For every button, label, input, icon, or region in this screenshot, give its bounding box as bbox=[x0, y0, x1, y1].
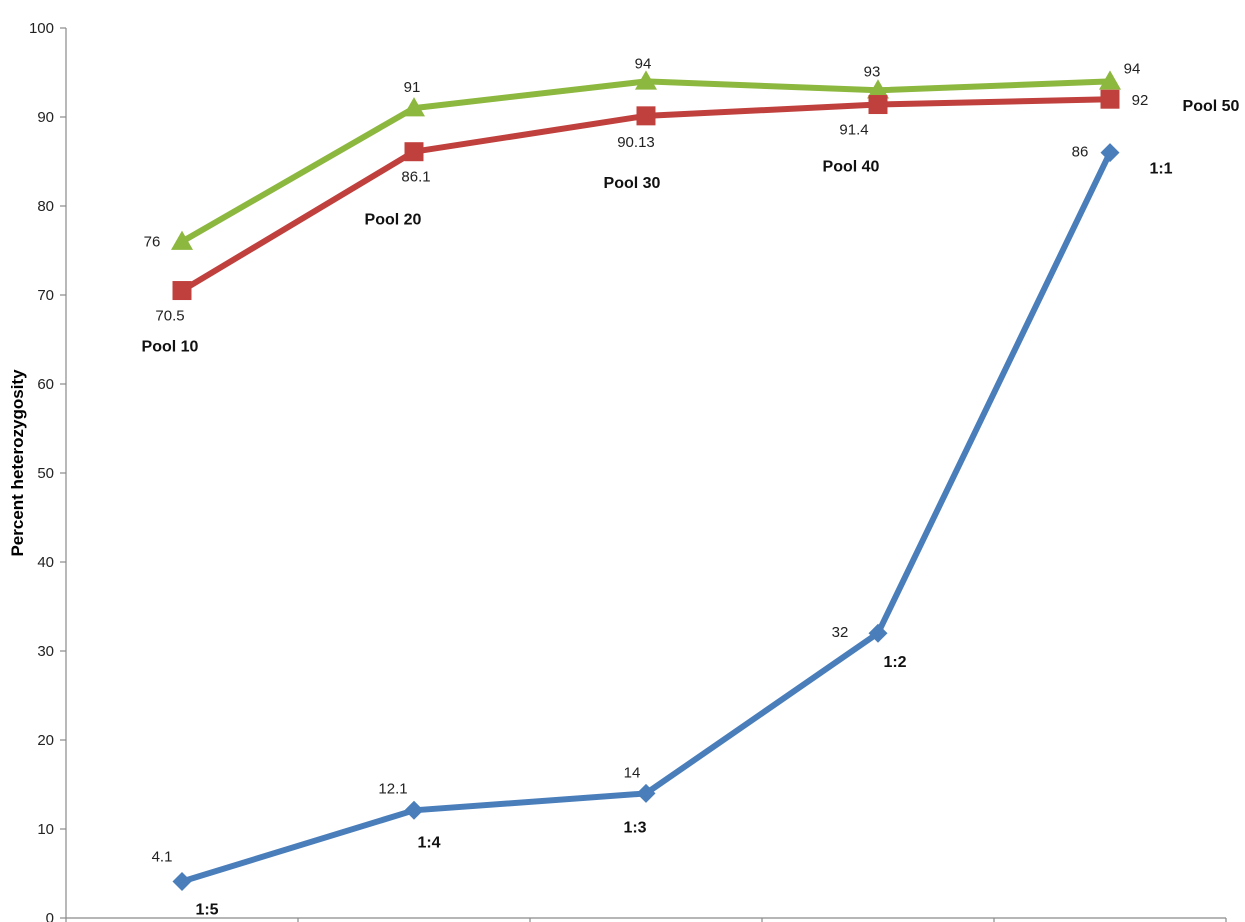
category-label: 1:4 bbox=[417, 834, 440, 851]
data-label: 92 bbox=[1132, 92, 1149, 109]
diamond-marker bbox=[172, 872, 192, 892]
square-marker bbox=[636, 106, 656, 126]
category-label: 1:2 bbox=[883, 654, 906, 671]
category-label: Pool 10 bbox=[142, 339, 199, 356]
series-square bbox=[172, 89, 1120, 301]
square-marker bbox=[172, 281, 192, 301]
data-label: 76 bbox=[144, 234, 161, 251]
square-marker bbox=[404, 142, 424, 162]
y-tick-label: 40 bbox=[37, 554, 54, 571]
y-axis-title: Percent heterozygosity bbox=[8, 369, 27, 557]
series-layer bbox=[171, 70, 1121, 892]
data-label: 94 bbox=[635, 55, 652, 72]
series-line bbox=[179, 96, 1113, 294]
data-label: 91.4 bbox=[839, 122, 868, 139]
triangle-marker bbox=[403, 97, 425, 117]
category-label: Pool 30 bbox=[604, 175, 661, 192]
category-label: Pool 40 bbox=[823, 159, 880, 176]
category-label: Pool 50 bbox=[1183, 98, 1240, 115]
diamond-marker bbox=[636, 783, 656, 803]
y-tick-label: 0 bbox=[46, 910, 54, 922]
triangle-marker bbox=[635, 70, 657, 90]
y-tick-label: 80 bbox=[37, 198, 54, 215]
square-marker bbox=[868, 95, 888, 115]
y-tick-label: 90 bbox=[37, 109, 54, 126]
series-line bbox=[179, 78, 1113, 245]
triangle-marker bbox=[171, 230, 193, 250]
y-tick-label: 20 bbox=[37, 732, 54, 749]
series-diamond bbox=[172, 143, 1120, 892]
data-label: 12.1 bbox=[378, 780, 407, 797]
category-label: 1:1 bbox=[1149, 161, 1172, 178]
series-line bbox=[179, 149, 1113, 885]
y-tick-label: 70 bbox=[37, 287, 54, 304]
data-label: 86 bbox=[1072, 144, 1089, 161]
data-label: 94 bbox=[1124, 60, 1141, 77]
y-tick-label: 10 bbox=[37, 821, 54, 838]
labels-layer: 76 91 94 93 94 70.5 Pool 10 86.1 Pool 20 90.13 Poo… bbox=[142, 55, 1240, 918]
y-tick-label: 30 bbox=[37, 643, 54, 660]
triangle-marker bbox=[867, 79, 889, 99]
diamond-marker bbox=[868, 623, 888, 643]
diamond-marker bbox=[1100, 143, 1120, 163]
category-label: 1:5 bbox=[195, 902, 218, 919]
category-label: 1:3 bbox=[623, 819, 646, 836]
data-label: 93 bbox=[864, 63, 881, 80]
diamond-marker bbox=[404, 800, 424, 820]
series-triangle bbox=[171, 70, 1121, 250]
y-tick-label: 100 bbox=[29, 20, 54, 37]
data-label: 14 bbox=[624, 764, 641, 781]
y-tick-label: 60 bbox=[37, 376, 54, 393]
square-marker bbox=[1100, 89, 1120, 109]
data-label: 32 bbox=[832, 624, 849, 641]
data-label: 86.1 bbox=[401, 169, 430, 186]
data-label: 90.13 bbox=[617, 134, 655, 151]
triangle-marker bbox=[1099, 70, 1121, 90]
category-label: Pool 20 bbox=[365, 212, 422, 229]
y-tick-label: 50 bbox=[37, 465, 54, 482]
data-label: 4.1 bbox=[152, 849, 173, 866]
axes: 0 10 20 30 40 50 60 70 80 90 100 Percent heterozygo… bbox=[8, 20, 1227, 922]
data-label: 91 bbox=[404, 79, 421, 96]
data-label: 70.5 bbox=[155, 308, 184, 325]
